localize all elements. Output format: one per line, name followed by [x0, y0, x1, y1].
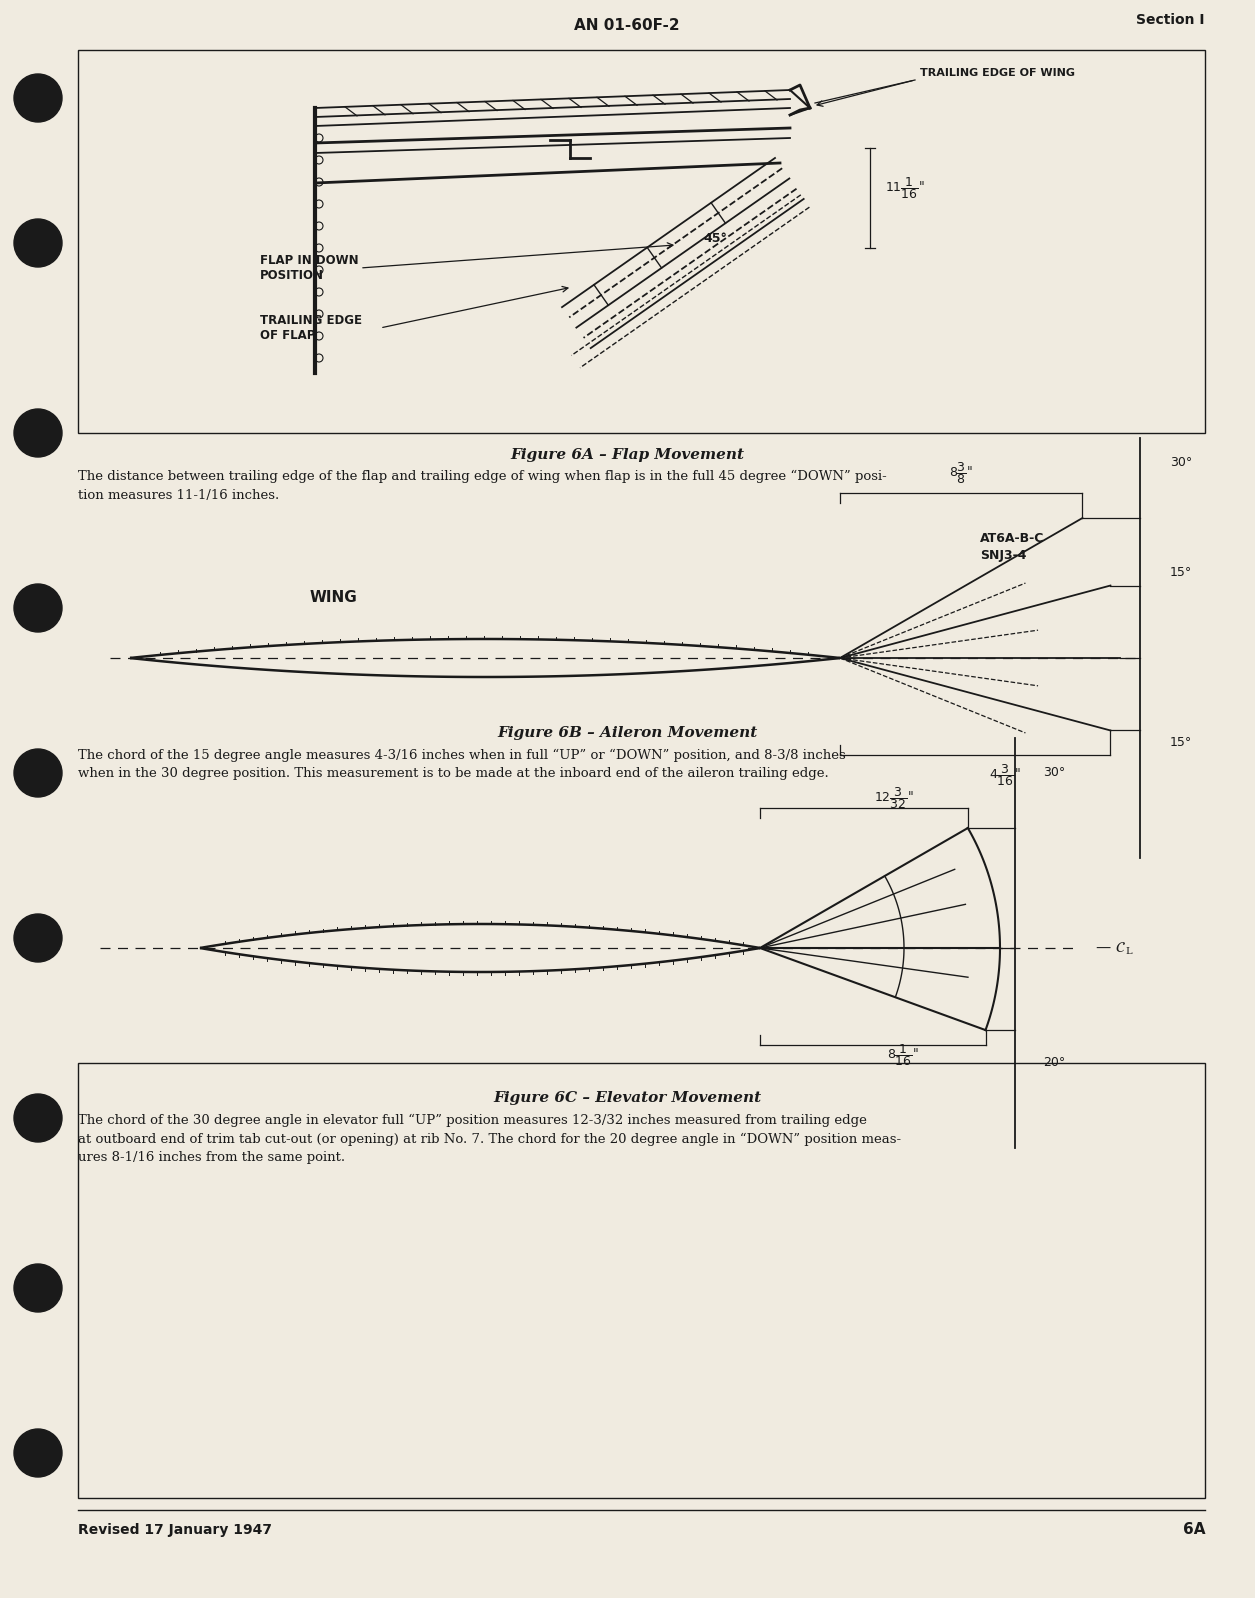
- Text: Revised 17 January 1947: Revised 17 January 1947: [78, 1523, 272, 1537]
- Text: TRAILING EDGE OF WING: TRAILING EDGE OF WING: [920, 69, 1076, 78]
- Text: $12\dfrac{3}{32}$": $12\dfrac{3}{32}$": [873, 785, 914, 810]
- Text: 45°: 45°: [703, 232, 727, 244]
- Text: Section I: Section I: [1137, 13, 1205, 27]
- Text: at outboard end of trim tab cut-out (or opening) at rib No. 7. The chord for the: at outboard end of trim tab cut-out (or …: [78, 1133, 901, 1146]
- Text: 20°: 20°: [1043, 1056, 1065, 1069]
- Text: $11\dfrac{1}{16}$": $11\dfrac{1}{16}$": [885, 176, 925, 201]
- Text: The distance between trailing edge of the flap and trailing edge of wing when fl: The distance between trailing edge of th…: [78, 470, 887, 483]
- Text: 15°: 15°: [1170, 567, 1192, 580]
- Text: 30°: 30°: [1043, 767, 1065, 780]
- Bar: [78, 1063, 1205, 1497]
- Circle shape: [14, 409, 61, 457]
- Text: 15°: 15°: [1170, 737, 1192, 749]
- Text: when in the 30 degree position. This measurement is to be made at the inboard en: when in the 30 degree position. This mea…: [78, 767, 828, 780]
- Text: AT6A-B-C: AT6A-B-C: [980, 532, 1044, 545]
- Text: Figure 6C – Elevator Movement: Figure 6C – Elevator Movement: [493, 1091, 761, 1104]
- Circle shape: [14, 914, 61, 962]
- Circle shape: [14, 1095, 61, 1143]
- Circle shape: [14, 74, 61, 121]
- Text: The chord of the 30 degree angle in elevator full “UP” position measures 12-3/32: The chord of the 30 degree angle in elev…: [78, 1114, 867, 1127]
- Text: FLAP IN DOWN
POSITION: FLAP IN DOWN POSITION: [260, 254, 359, 281]
- Text: SNJ3-4: SNJ3-4: [980, 550, 1027, 562]
- Text: 6A: 6A: [1182, 1523, 1205, 1537]
- Text: $4\dfrac{3}{16}$": $4\dfrac{3}{16}$": [989, 762, 1022, 788]
- Bar: [78, 50, 1205, 433]
- Circle shape: [14, 1429, 61, 1477]
- Text: Figure 6B – Aileron Movement: Figure 6B – Aileron Movement: [497, 725, 757, 740]
- Circle shape: [14, 749, 61, 797]
- Text: 30°: 30°: [1170, 457, 1192, 470]
- Circle shape: [14, 583, 61, 631]
- Text: ures 8-1/16 inches from the same point.: ures 8-1/16 inches from the same point.: [78, 1152, 345, 1165]
- Text: TRAILING EDGE
OF FLAP: TRAILING EDGE OF FLAP: [260, 313, 361, 342]
- Circle shape: [14, 219, 61, 267]
- Text: tion measures 11-1/16 inches.: tion measures 11-1/16 inches.: [78, 489, 280, 502]
- Text: AN 01-60F-2: AN 01-60F-2: [575, 18, 680, 32]
- Text: $8\dfrac{3}{8}$": $8\dfrac{3}{8}$": [949, 460, 973, 486]
- Circle shape: [14, 1264, 61, 1312]
- Text: $8\dfrac{1}{16}$": $8\dfrac{1}{16}$": [887, 1042, 919, 1067]
- Text: — $\mathcal{C}$: — $\mathcal{C}$: [1096, 941, 1126, 956]
- Text: WING: WING: [310, 591, 358, 606]
- Text: The chord of the 15 degree angle measures 4-3/16 inches when in full “UP” or “DO: The chord of the 15 degree angle measure…: [78, 748, 846, 762]
- Text: L: L: [1124, 946, 1132, 956]
- Text: Figure 6A – Flap Movement: Figure 6A – Flap Movement: [510, 447, 744, 462]
